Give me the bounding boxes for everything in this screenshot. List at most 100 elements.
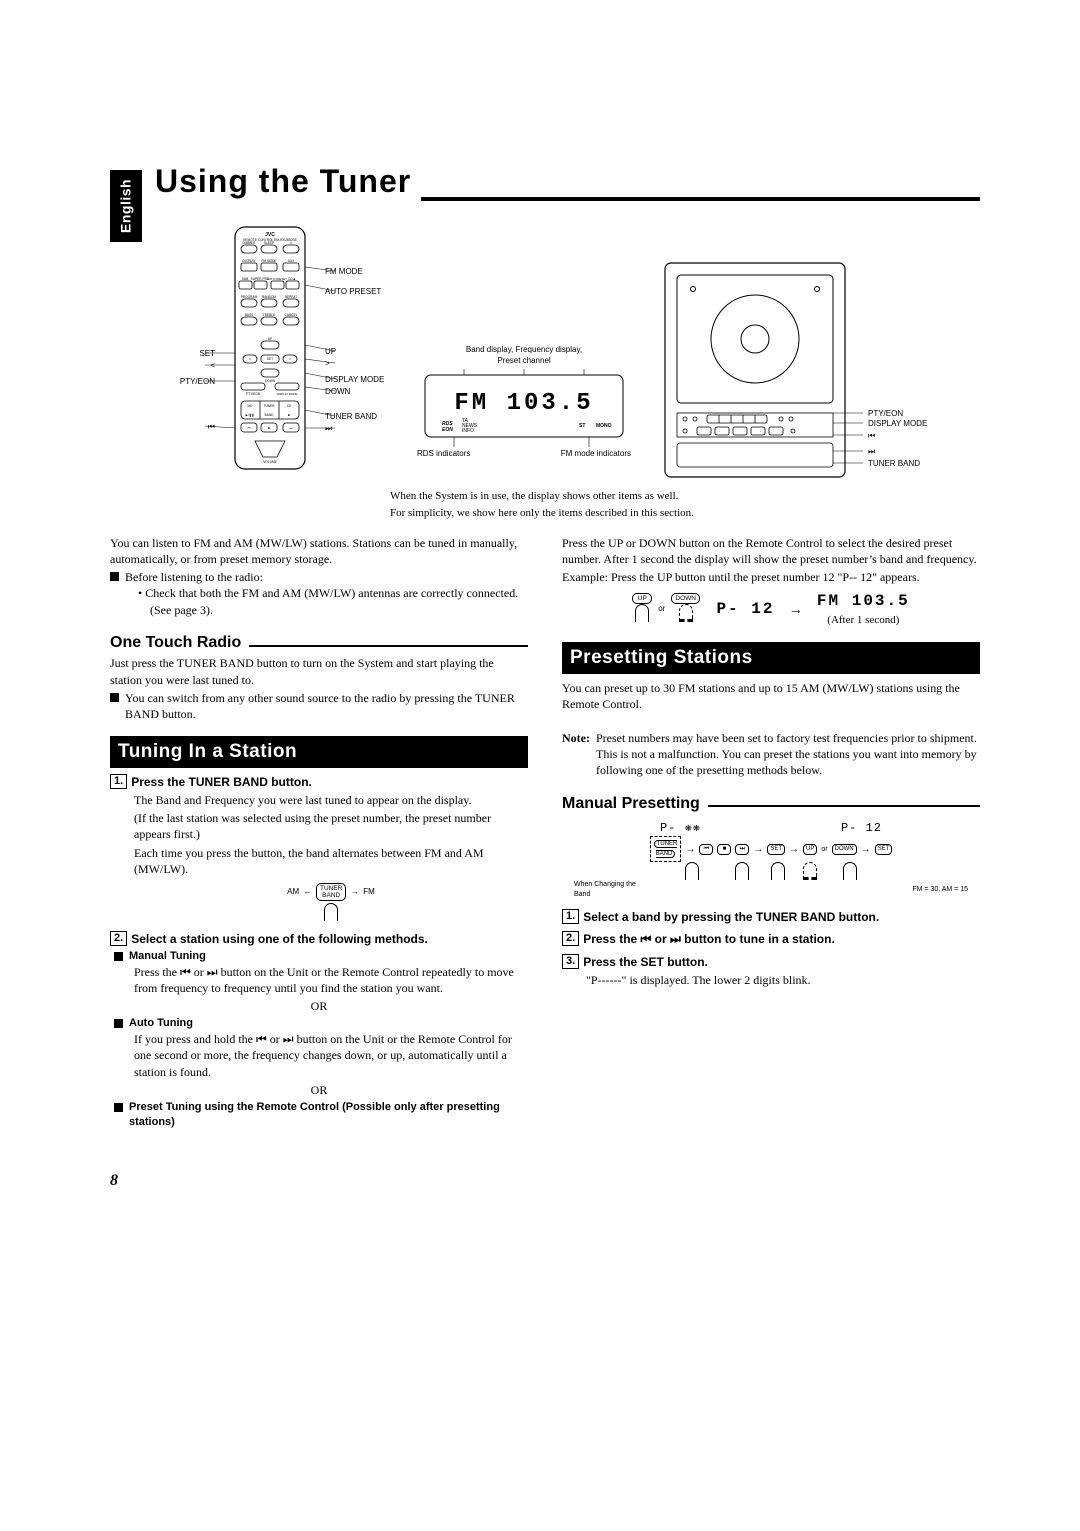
- lbl-displaymode: DISPLAY MODE: [325, 375, 384, 386]
- rds-ind-label: RDS indicators: [417, 449, 470, 460]
- svg-text:TUNER: TUNER: [264, 404, 276, 408]
- square-bullet-icon: [114, 1019, 123, 1028]
- page-title: Using the Tuner: [155, 160, 411, 207]
- preset-tuning-label: Preset Tuning using the Remote Control (…: [129, 1100, 528, 1130]
- col2-p1: Press the UP or DOWN button on the Remot…: [562, 535, 980, 567]
- svg-text:SET: SET: [267, 357, 273, 361]
- square-bullet-icon: [114, 1103, 123, 1112]
- remote-diagram: SET < PTY/EON ⏮ FM MODE AUTO PRESET UP >…: [155, 225, 385, 473]
- note-row: Note: Preset numbers may have been set t…: [562, 730, 980, 779]
- chip-fwd: ⏭: [735, 844, 749, 855]
- svg-text:MD: MD: [248, 404, 254, 408]
- auto-tuning-text: If you press and hold the ⏮ or ⏭ button …: [134, 1031, 528, 1080]
- mp-step3: 3.Press the SET button.: [562, 954, 980, 970]
- chip-stop: ■: [717, 844, 731, 855]
- one-touch-text: Just press the TUNER BAND button to turn…: [110, 655, 528, 687]
- or-1: OR: [110, 998, 528, 1014]
- after-1s: (After 1 second): [827, 614, 899, 626]
- svg-text:■: ■: [288, 413, 290, 417]
- display-diagram: Band display, Frequency display, Preset …: [399, 345, 649, 459]
- seg-blink: P- ❋❋: [660, 820, 701, 836]
- unit-lbl-band: TUNER BAND: [868, 459, 920, 470]
- tuning-heading: Tuning In a Station: [110, 736, 528, 768]
- display-footer: RDS indicators FM mode indicators: [399, 447, 649, 460]
- chip-set2: SET: [875, 844, 893, 855]
- seg-p12: P- 12: [716, 599, 774, 621]
- svg-text:BASS: BASS: [245, 313, 254, 317]
- unit-lbl-rew: ⏮: [868, 431, 875, 442]
- mp-step2: 2.Press the ⏮ or ⏭ button to tune in a s…: [562, 931, 980, 947]
- caption-1: When the System is in use, the display s…: [390, 489, 980, 504]
- finger-icon: [843, 862, 857, 880]
- step1-p2: (If the last station was selected using …: [134, 810, 528, 842]
- seg-p12b: P- 12: [841, 820, 882, 836]
- note-label: Note:: [562, 730, 590, 779]
- chip-down: DOWN: [832, 844, 857, 855]
- seg-fm: FM 103.5: [817, 592, 910, 610]
- unit-lbl-fwd: ⏭: [868, 447, 875, 458]
- chip-or: or: [821, 845, 827, 854]
- lbl-fmmode: FM MODE: [325, 267, 363, 278]
- manual-preset-heading: Manual Presetting: [562, 793, 980, 815]
- preset-tuning-head: Preset Tuning using the Remote Control (…: [114, 1100, 528, 1130]
- unit-svg: [663, 261, 863, 481]
- svg-text:▶/❚❚: ▶/❚❚: [246, 413, 255, 417]
- svg-text:EON: EON: [442, 427, 453, 433]
- chip-up: UP: [803, 844, 817, 855]
- up-chip: UP: [632, 593, 652, 604]
- band-toggle-fig: AM ← TUNER BAND → FM: [134, 883, 528, 925]
- finger-icon: [635, 604, 649, 622]
- svg-text:INFO: INFO: [462, 428, 474, 434]
- col-right: Press the UP or DOWN button on the Remot…: [562, 535, 980, 1130]
- lbl-autopreset: AUTO PRESET: [325, 287, 381, 298]
- svg-text:DISPLAY MODE: DISPLAY MODE: [277, 392, 298, 396]
- lbl-ptyeon: PTY/EON: [180, 377, 215, 388]
- diagram-row: SET < PTY/EON ⏮ FM MODE AUTO PRESET UP >…: [155, 225, 980, 481]
- before-listening: Before listening to the radio:: [110, 569, 528, 585]
- step2-head: 2.Select a station using one of the foll…: [110, 931, 528, 947]
- svg-text:VOLUME: VOLUME: [263, 460, 276, 464]
- or-2: OR: [110, 1082, 528, 1098]
- svg-text:UP: UP: [268, 337, 272, 341]
- svg-text:DISPLAY: DISPLAY: [242, 259, 256, 263]
- or-label: or: [658, 604, 665, 615]
- tuner-band-chip: TUNER BAND: [316, 883, 346, 901]
- svg-text:PROGRAM: PROGRAM: [241, 295, 258, 299]
- finger-icon: [685, 862, 699, 880]
- finger-icon: [771, 862, 785, 880]
- svg-text:CD: CD: [287, 404, 292, 408]
- svg-text:AUX: AUX: [288, 259, 295, 263]
- auto-tuning-head: Auto Tuning: [114, 1016, 528, 1031]
- square-bullet-icon: [114, 952, 123, 961]
- col-left: You can listen to FM and AM (MW/LW) stat…: [110, 535, 528, 1130]
- svg-text:>: >: [289, 357, 291, 361]
- mp-step1: 1.Select a band by pressing the TUNER BA…: [562, 909, 980, 925]
- svg-text:TREBLE: TREBLE: [263, 313, 275, 317]
- square-bullet-icon: [110, 572, 119, 581]
- step1-head: 1.Press the TUNER BAND button.: [110, 774, 528, 790]
- note-text: Preset numbers may have been set to fact…: [596, 730, 980, 779]
- finger-icon: [324, 903, 338, 921]
- lbl-rew: ⏮: [208, 422, 215, 433]
- fm-label: FM: [363, 887, 375, 896]
- mp-note2: FM = 30, AM = 15: [912, 885, 968, 894]
- lbl-set: SET: [199, 349, 215, 360]
- svg-text:RANDOM: RANDOM: [262, 295, 277, 299]
- fm-ind-label: FM mode indicators: [561, 449, 631, 460]
- title-row: Using the Tuner: [155, 160, 980, 207]
- chip-tuner: TUNER BAND: [654, 840, 678, 858]
- svg-text:MONO: MONO: [596, 423, 612, 429]
- language-tab: English: [110, 170, 142, 242]
- svg-text:REPEAT: REPEAT: [285, 295, 298, 299]
- finger-icon: [803, 862, 817, 880]
- chip-set1: SET: [767, 844, 785, 855]
- chip-rew: ⏮: [699, 844, 713, 855]
- svg-text:SUB: SUB: [242, 277, 249, 281]
- manual-tuning-label: Manual Tuning: [129, 949, 206, 964]
- svg-text:⏭: ⏭: [290, 426, 293, 430]
- caption-2: For simplicity, we show here only the it…: [390, 506, 980, 521]
- svg-text:PTY/EON: PTY/EON: [246, 392, 261, 396]
- lbl-fwd: ⏭: [325, 424, 332, 435]
- one-touch-note-text: You can switch from any other sound sour…: [125, 690, 528, 722]
- manual-tuning-text: Press the ⏮ or ⏭ button on the Unit or t…: [134, 964, 528, 996]
